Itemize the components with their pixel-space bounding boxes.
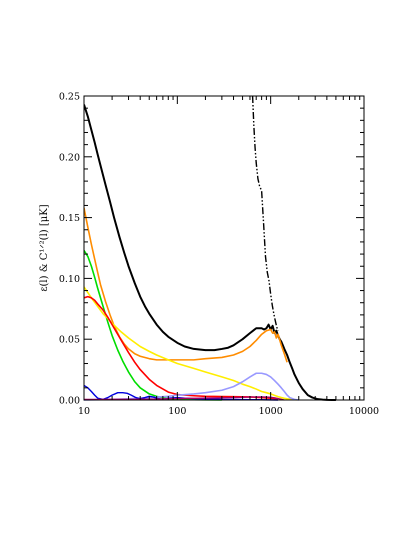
series-line-2: [84, 207, 288, 363]
series-line-1: [84, 104, 336, 401]
series-line-3: [84, 250, 222, 401]
series-line-0: [251, 95, 279, 331]
y-tick-label: 0.20: [59, 152, 80, 163]
y-tick-label: 0.25: [59, 92, 80, 103]
labels-layer: 10 100 1000 10000 0.00 0.05 0.10 0.15 0.20 0.25: [59, 92, 379, 418]
x-tick-label: 100: [168, 406, 186, 417]
series-layer: [84, 95, 336, 401]
series-line-7: [84, 384, 279, 401]
series-line-8: [84, 396, 285, 401]
y-tick-label: 0.15: [59, 213, 80, 224]
y-axis-label: ε(l) & C¹ᐟ²(l) [μK]: [39, 204, 50, 291]
x-tick-label: 1000: [259, 406, 283, 417]
y-tick-label: 0.00: [59, 396, 80, 407]
plot-frame: [83, 95, 365, 401]
x-tick-label: 10000: [349, 406, 379, 417]
ticks-layer: [83, 95, 365, 401]
y-tick-label: 0.10: [59, 274, 80, 285]
y-tick-label: 0.05: [59, 335, 80, 346]
x-tick-label: 10: [78, 406, 90, 417]
